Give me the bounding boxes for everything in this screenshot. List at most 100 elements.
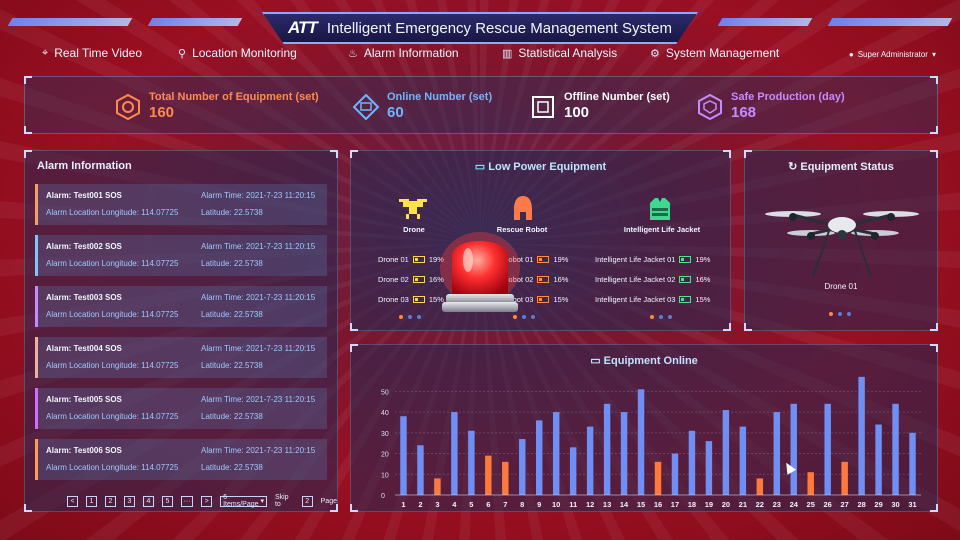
chart-bar[interactable] bbox=[841, 461, 848, 495]
carousel-dot[interactable] bbox=[659, 315, 663, 319]
corner bbox=[930, 76, 938, 84]
device-row[interactable]: Drone 02 16% bbox=[378, 275, 444, 284]
nav-label: Alarm Information bbox=[363, 46, 459, 60]
battery-percent: 16% bbox=[553, 275, 569, 284]
carousel-dot[interactable] bbox=[531, 315, 535, 319]
chart-bar[interactable] bbox=[569, 447, 577, 495]
stat-safe-production: Safe Production (day) 168 bbox=[697, 91, 845, 122]
page-button[interactable]: 2 bbox=[105, 495, 116, 507]
next-page-button[interactable]: > bbox=[201, 495, 213, 507]
carousel-dot[interactable] bbox=[417, 315, 421, 319]
chart-bar[interactable] bbox=[586, 426, 594, 495]
page-button[interactable]: 3 bbox=[124, 495, 135, 507]
x-tick-label: 28 bbox=[857, 500, 865, 509]
x-tick-label: 12 bbox=[586, 500, 594, 509]
chart-bar[interactable] bbox=[756, 478, 764, 495]
carousel-dot[interactable] bbox=[650, 315, 654, 319]
chart-bar[interactable] bbox=[502, 461, 509, 495]
carousel-dot[interactable] bbox=[847, 312, 851, 316]
carousel-dots[interactable] bbox=[650, 315, 672, 319]
page-button[interactable]: 5 bbox=[162, 495, 173, 507]
y-tick-label: 50 bbox=[381, 389, 389, 396]
page-size-select[interactable]: 6 Items/Page ▾ bbox=[220, 494, 267, 508]
prev-page-button[interactable]: < bbox=[67, 495, 78, 507]
chart-bar[interactable] bbox=[400, 416, 407, 495]
page-button[interactable]: 1 bbox=[86, 495, 97, 507]
chart-bar[interactable] bbox=[671, 453, 679, 495]
alarm-latitude: Latitude: 22.5738 bbox=[201, 310, 263, 319]
carousel-dot[interactable] bbox=[513, 315, 517, 319]
battery-icon bbox=[412, 256, 425, 263]
chart-bar[interactable] bbox=[909, 432, 916, 495]
chart-bar[interactable] bbox=[739, 426, 747, 495]
device-row[interactable]: Robot 03 15% bbox=[503, 295, 568, 304]
chart-bar[interactable] bbox=[603, 403, 611, 495]
device-row[interactable]: Intelligent Life Jacket 03 15% bbox=[595, 295, 710, 304]
equipment-status-title-text: Equipment Status bbox=[800, 161, 894, 173]
chart-bar[interactable] bbox=[417, 445, 424, 495]
chart-bar[interactable] bbox=[858, 376, 865, 495]
carousel-dots[interactable] bbox=[829, 312, 851, 316]
chart-bar[interactable] bbox=[773, 412, 780, 495]
y-tick-label: 40 bbox=[381, 410, 389, 417]
chart-bar[interactable] bbox=[485, 455, 492, 495]
alarm-item[interactable]: Alarm: Test003 SOS Alarm Time: 2021-7-23 … bbox=[35, 286, 327, 327]
chart-bar[interactable] bbox=[536, 420, 543, 495]
chart-bar[interactable] bbox=[552, 412, 560, 495]
device-row[interactable]: Drone 01 19% bbox=[378, 255, 444, 264]
device-row[interactable]: Intelligent Life Jacket 02 16% bbox=[595, 275, 710, 284]
alarm-item[interactable]: Alarm: Test006 SOS Alarm Time: 2021-7-23 … bbox=[35, 439, 327, 480]
y-tick-label: 20 bbox=[381, 452, 389, 459]
skip-to-input[interactable]: 2 bbox=[301, 495, 313, 507]
drone-icon bbox=[399, 199, 427, 219]
page-button[interactable]: 4 bbox=[143, 495, 154, 507]
device-row[interactable]: Robot 01 19% bbox=[503, 255, 568, 264]
chart-bar[interactable] bbox=[722, 410, 730, 495]
chart-bar[interactable] bbox=[824, 403, 831, 495]
carousel-dots[interactable] bbox=[513, 315, 535, 319]
nav-statistical-analysis[interactable]: ▥ Statistical Analysis bbox=[502, 46, 617, 60]
chart-bar[interactable] bbox=[705, 441, 713, 495]
device-row[interactable]: Robot 02 16% bbox=[503, 275, 568, 284]
carousel-dot[interactable] bbox=[668, 315, 672, 319]
chart-bar[interactable] bbox=[807, 472, 814, 495]
chart-bar[interactable] bbox=[519, 439, 526, 495]
nav-alarm-information[interactable]: ♨ Alarm Information bbox=[348, 46, 459, 60]
chart-bar[interactable] bbox=[875, 424, 882, 495]
chart-bar[interactable] bbox=[790, 403, 797, 495]
carousel-dot[interactable] bbox=[522, 315, 526, 319]
chart-bar[interactable] bbox=[620, 412, 628, 495]
alarm-latitude: Latitude: 22.5738 bbox=[201, 259, 263, 268]
alarm-panel: Alarm Information Alarm: Test001 SOS Alar… bbox=[24, 150, 338, 512]
chart-bar[interactable] bbox=[451, 412, 458, 495]
safe-production-icon bbox=[697, 93, 723, 120]
chart-bar[interactable] bbox=[637, 389, 645, 495]
device-row[interactable]: Drone 03 15% bbox=[378, 295, 444, 304]
x-tick-label: 20 bbox=[722, 500, 730, 509]
x-tick-label: 11 bbox=[569, 500, 577, 509]
alarm-item[interactable]: Alarm: Test005 SOS Alarm Time: 2021-7-23 … bbox=[35, 388, 327, 429]
stat-label: Safe Production (day) bbox=[731, 91, 845, 103]
carousel-dot[interactable] bbox=[399, 315, 403, 319]
alarm-item[interactable]: Alarm: Test004 SOS Alarm Time: 2021-7-23 … bbox=[35, 337, 327, 378]
chart-bar[interactable] bbox=[468, 430, 475, 495]
carousel-dots[interactable] bbox=[399, 315, 421, 319]
x-tick-label: 22 bbox=[756, 500, 764, 509]
chart-bar[interactable] bbox=[654, 461, 662, 495]
nav-real-time-video[interactable]: ⌖ Real Time Video bbox=[42, 46, 142, 60]
carousel-dot[interactable] bbox=[838, 312, 842, 316]
chart-bar[interactable] bbox=[434, 478, 441, 495]
device-row[interactable]: Intelligent Life Jacket 01 19% bbox=[595, 255, 710, 264]
nav-location-monitoring[interactable]: ⚲ Location Monitoring bbox=[178, 46, 297, 60]
corner bbox=[723, 323, 731, 331]
alarm-item[interactable]: Alarm: Test002 SOS Alarm Time: 2021-7-23 … bbox=[35, 235, 327, 276]
user-menu[interactable]: ● Super Administrator ▾ bbox=[849, 50, 936, 59]
carousel-dot[interactable] bbox=[408, 315, 412, 319]
chart-bar[interactable] bbox=[892, 403, 899, 495]
more-pages-button[interactable]: ··· bbox=[181, 495, 194, 507]
carousel-dot[interactable] bbox=[829, 312, 833, 316]
alarm-item[interactable]: Alarm: Test001 SOS Alarm Time: 2021-7-23 … bbox=[35, 184, 327, 225]
battery-percent: 19% bbox=[695, 255, 711, 264]
chart-bar[interactable] bbox=[688, 430, 696, 495]
nav-system-management[interactable]: ⚙ System Management bbox=[650, 46, 779, 60]
